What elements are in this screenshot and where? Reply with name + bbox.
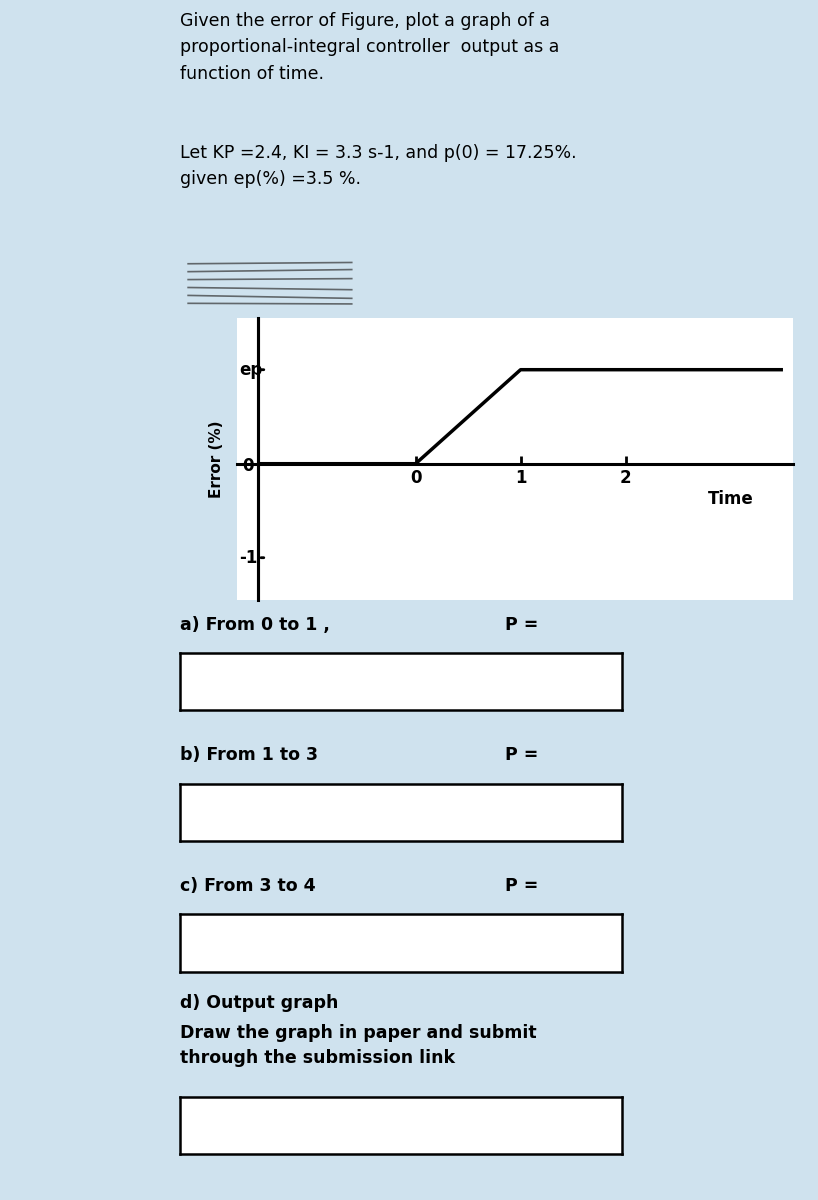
- Text: P =: P =: [506, 877, 538, 895]
- Text: b) From 1 to 3: b) From 1 to 3: [180, 746, 318, 764]
- Text: P =: P =: [506, 746, 538, 764]
- Text: Let KP =2.4, KI = 3.3 s-1, and p(0) = 17.25%.
given ep(%) =3.5 %.: Let KP =2.4, KI = 3.3 s-1, and p(0) = 17…: [180, 144, 577, 188]
- Text: Given the error of Figure, plot a graph of a
proportional-integral controller  o: Given the error of Figure, plot a graph …: [180, 12, 560, 83]
- Text: P =: P =: [506, 616, 538, 634]
- Text: Error (%): Error (%): [209, 420, 224, 498]
- Text: Time: Time: [708, 490, 753, 508]
- Text: c) From 3 to 4: c) From 3 to 4: [180, 877, 316, 895]
- Text: ep: ep: [240, 361, 263, 379]
- Text: -1: -1: [240, 548, 258, 566]
- Text: d) Output graph: d) Output graph: [180, 994, 339, 1012]
- Text: a) From 0 to 1 ,: a) From 0 to 1 ,: [180, 616, 330, 634]
- Text: Draw the graph in paper and submit
through the submission link: Draw the graph in paper and submit throu…: [180, 1024, 537, 1067]
